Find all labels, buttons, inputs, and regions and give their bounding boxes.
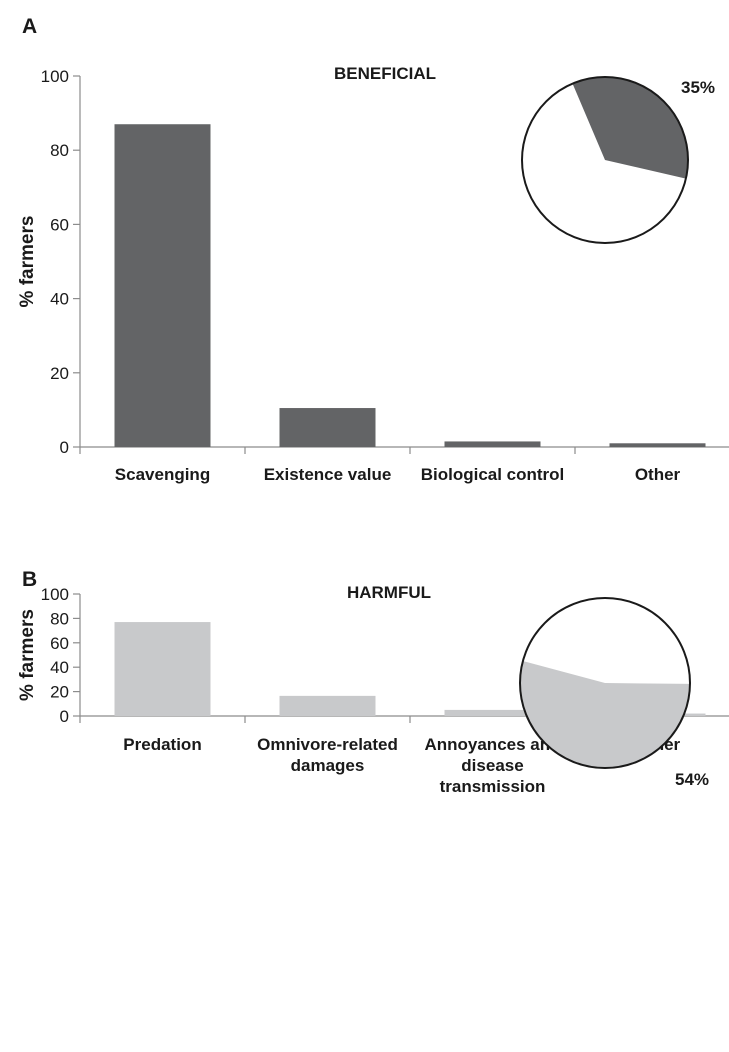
pie-outline bbox=[519, 597, 691, 769]
panel-letter: A bbox=[22, 15, 37, 38]
panel-b-chart: B HARMFUL 0 20 40 60 80 100% farmers Predation Om… bbox=[17, 568, 729, 796]
category-label: Predation bbox=[123, 735, 201, 754]
bar bbox=[114, 622, 211, 716]
bar bbox=[279, 695, 376, 716]
pie-percent-label: 54% bbox=[675, 770, 709, 789]
category-label: Omnivore-related damages bbox=[257, 735, 398, 775]
category-label: Other bbox=[635, 465, 681, 484]
category-label-line: Other bbox=[635, 465, 681, 484]
category-label-line: Predation bbox=[123, 735, 201, 754]
category-label: Existence value bbox=[264, 465, 392, 484]
category-label-line: Omnivore-related bbox=[257, 735, 398, 754]
bar bbox=[444, 441, 541, 447]
y-tick-label: 60 bbox=[50, 634, 69, 653]
category-label-line: Biological control bbox=[421, 465, 565, 484]
y-tick-label: 40 bbox=[50, 658, 69, 677]
bar bbox=[279, 408, 376, 447]
panel-letter: B bbox=[22, 568, 37, 591]
chart-title: HARMFUL bbox=[347, 583, 431, 602]
bar bbox=[114, 124, 211, 447]
pie-filled-slice bbox=[520, 661, 690, 768]
bar bbox=[609, 443, 706, 447]
category-label: Annoyances and disease transmission bbox=[424, 735, 560, 796]
y-tick-label: 20 bbox=[50, 683, 69, 702]
y-axis-label: % farmers bbox=[17, 609, 38, 701]
category-label-line: Existence value bbox=[264, 465, 392, 484]
category-label-line: Scavenging bbox=[115, 465, 210, 484]
y-tick-label: 40 bbox=[50, 290, 69, 309]
pie-filled-slice bbox=[572, 77, 688, 179]
bar bbox=[444, 709, 541, 716]
y-tick-label: 20 bbox=[50, 364, 69, 383]
category-label: Biological control bbox=[421, 465, 565, 484]
category-label-line: transmission bbox=[440, 777, 546, 796]
y-tick-label: 100 bbox=[41, 585, 69, 604]
y-tick-label: 80 bbox=[50, 141, 69, 160]
category-label-line: Annoyances and bbox=[424, 735, 560, 754]
y-tick-label: 60 bbox=[50, 215, 69, 234]
pie-outline bbox=[521, 76, 689, 244]
chart-title: BENEFICIAL bbox=[334, 64, 436, 83]
category-label-line: disease bbox=[461, 756, 523, 775]
y-tick-label: 100 bbox=[41, 67, 69, 86]
y-axis-label: % farmers bbox=[17, 216, 38, 308]
y-tick-label: 80 bbox=[50, 609, 69, 628]
pie-percent-label: 35% bbox=[681, 78, 715, 97]
y-tick-label: 0 bbox=[60, 438, 69, 457]
category-label-line: damages bbox=[291, 756, 365, 775]
y-tick-label: 0 bbox=[60, 707, 69, 726]
panel-a-chart: A BENEFICIAL 0 20 40 60 80 100 % farmers Scavengi… bbox=[17, 15, 729, 484]
category-label: Scavenging bbox=[115, 465, 210, 484]
